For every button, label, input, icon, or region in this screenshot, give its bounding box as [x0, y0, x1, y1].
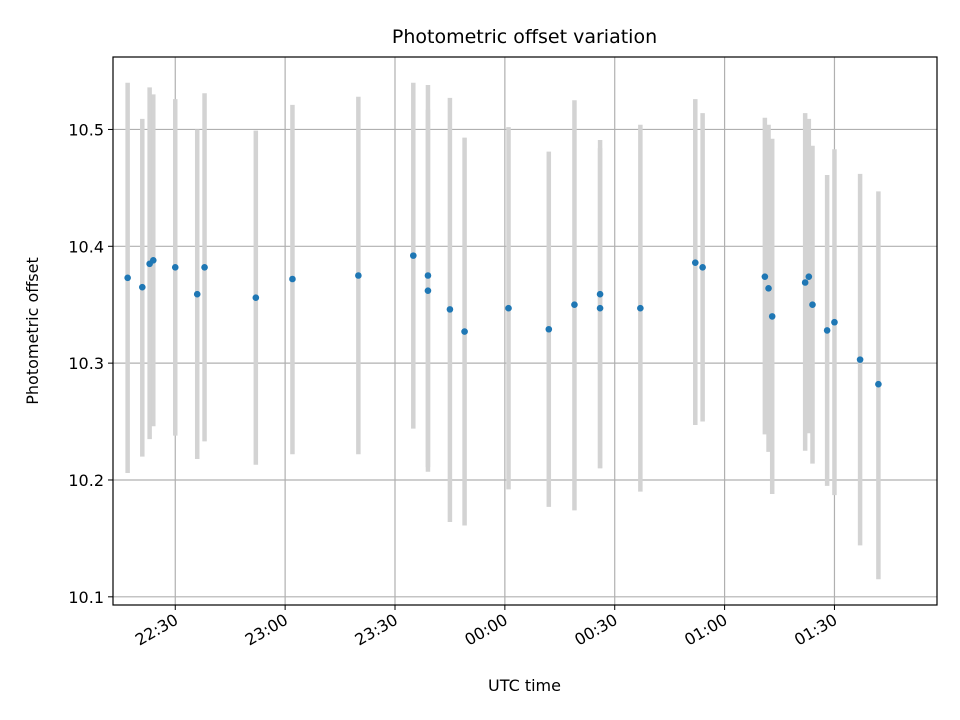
x-axis-label: UTC time: [488, 676, 561, 695]
data-point: [289, 275, 296, 283]
x-tick-label: 01:30: [791, 610, 840, 650]
x-tick-label: 22:30: [132, 610, 181, 650]
data-point: [193, 290, 201, 298]
y-tick-label: 10.3: [68, 354, 104, 373]
data-point: [505, 304, 512, 312]
data-point: [138, 283, 146, 291]
data-point: [801, 279, 809, 286]
data-point: [596, 304, 604, 312]
data-point: [805, 273, 813, 280]
data-point: [252, 294, 260, 301]
data-point: [410, 252, 417, 259]
y-tick-label: 10.4: [68, 237, 104, 256]
data-point: [355, 272, 362, 279]
data-point: [171, 264, 179, 271]
data-point: [461, 328, 468, 335]
data-point: [424, 287, 432, 294]
data-point: [761, 273, 769, 280]
y-tick-label: 10.1: [68, 588, 104, 607]
data-point: [691, 259, 699, 266]
data-point: [831, 318, 838, 326]
y-axis-ticks: 10.1 10.2 10.3 10.4 10.5: [68, 120, 113, 607]
data-point: [856, 356, 864, 363]
y-tick-label: 10.5: [68, 120, 104, 139]
data-point: [637, 304, 644, 312]
grid: [113, 57, 937, 605]
data-point: [201, 264, 208, 271]
data-point: [124, 274, 131, 282]
x-tick-label: 23:00: [242, 610, 291, 650]
data-point: [571, 301, 578, 309]
data-point: [875, 380, 882, 388]
data-point: [149, 257, 157, 264]
data-point: [809, 301, 816, 309]
y-axis-label: Photometric offset: [23, 257, 42, 405]
data-point: [768, 313, 776, 320]
x-axis-ticks: 22:30 23:00 23:30 00:00 00:30 01:00 01:30: [132, 605, 840, 650]
error-bars: [125, 82, 881, 580]
data-point: [699, 264, 706, 271]
data-point: [596, 290, 604, 298]
x-tick-label: 01:00: [681, 610, 730, 650]
plot-frame: [112, 56, 938, 606]
data-point: [823, 327, 831, 334]
data-point: [765, 285, 772, 292]
y-tick-label: 10.2: [68, 471, 104, 490]
chart-title: Photometric offset variation: [392, 26, 657, 48]
x-tick-label: 23:30: [352, 610, 401, 650]
data-points: [124, 252, 882, 388]
x-tick-label: 00:00: [461, 610, 510, 650]
data-point: [545, 325, 553, 333]
x-tick-label: 00:30: [571, 610, 620, 650]
data-point: [446, 306, 454, 313]
data-point: [424, 272, 432, 279]
